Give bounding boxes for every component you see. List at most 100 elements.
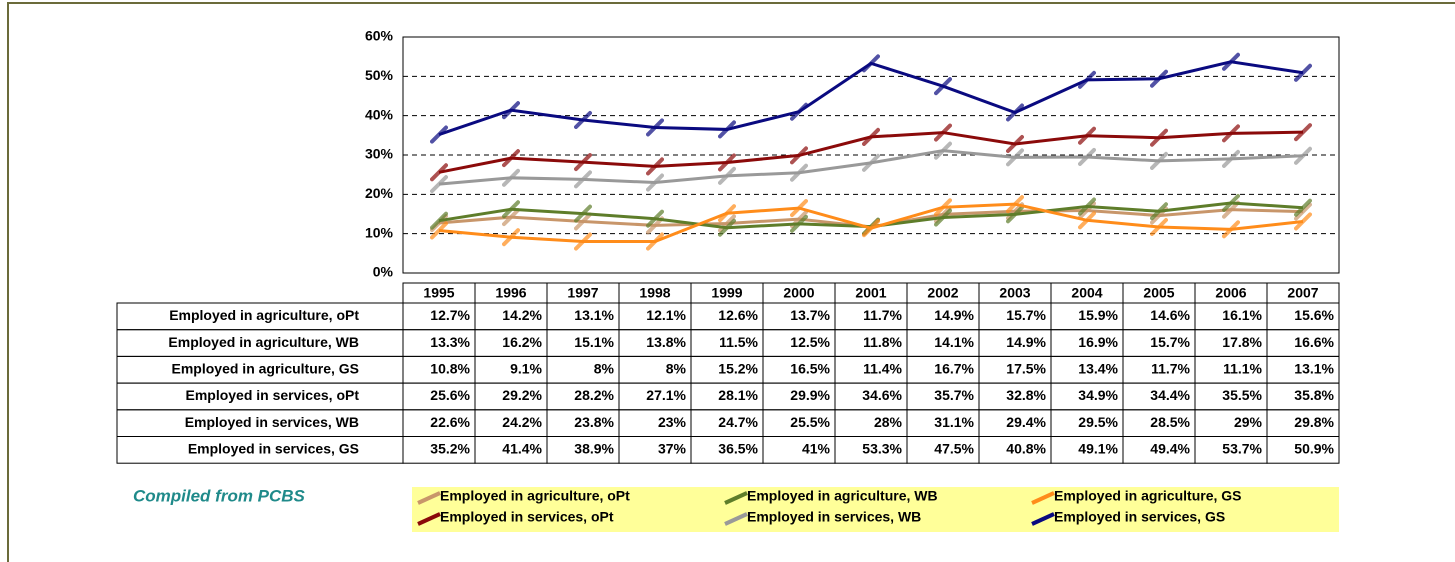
point-marker (1222, 52, 1240, 71)
data-label: 15.9% (1078, 307, 1118, 323)
point-marker (430, 211, 448, 230)
data-label: 24.2% (502, 414, 542, 430)
point-marker (718, 204, 736, 223)
point-marker (1006, 148, 1024, 167)
point-marker (430, 221, 448, 240)
data-label: 16.1% (1222, 307, 1262, 323)
data-label: 11.8% (863, 334, 902, 350)
data-label: 29.8% (1294, 414, 1334, 430)
data-label: 16.9% (1078, 334, 1118, 350)
data-label: 53.7% (1222, 441, 1262, 457)
x-tick-label: 2005 (1143, 285, 1174, 301)
data-label: 53.3% (862, 441, 902, 457)
series-line (438, 60, 1304, 136)
x-tick-label: 2004 (1071, 285, 1102, 301)
data-label: 15.1% (574, 334, 614, 350)
data-label: 17.5% (1006, 360, 1046, 376)
point-marker (934, 77, 952, 96)
data-label: 12.5% (790, 334, 830, 350)
point-marker (502, 101, 520, 120)
data-label: 28% (874, 414, 903, 430)
point-marker (934, 141, 952, 160)
point-marker (790, 163, 808, 182)
point-marker (1150, 151, 1168, 170)
point-marker (574, 110, 592, 129)
data-label: 14.9% (934, 307, 974, 323)
point-marker (1150, 202, 1168, 221)
point-marker (574, 153, 592, 172)
data-label: 11.4% (863, 360, 902, 376)
point-marker (862, 54, 880, 73)
data-label: 14.9% (1006, 334, 1046, 350)
data-label: 17.8% (1222, 334, 1262, 350)
point-marker (718, 218, 736, 237)
data-label: 25.5% (790, 414, 830, 430)
point-marker (934, 123, 952, 142)
data-label: 15.7% (1006, 307, 1046, 323)
data-label: 9.1% (510, 360, 542, 376)
x-tick-label: 1998 (639, 285, 670, 301)
legend-label: Employed in agriculture, WB (747, 488, 938, 504)
point-marker (574, 232, 592, 251)
point-marker (1078, 126, 1096, 145)
data-label: 13.4% (1078, 360, 1118, 376)
data-label: 16.6% (1294, 334, 1334, 350)
point-marker (1150, 69, 1168, 88)
point-marker (1222, 200, 1240, 219)
point-marker (1078, 70, 1096, 89)
point-marker (1294, 63, 1312, 82)
x-tick-label: 1997 (567, 285, 598, 301)
data-label: 16.5% (790, 360, 830, 376)
y-tick-label: 50% (365, 67, 394, 83)
data-label: 28.1% (718, 387, 758, 403)
point-marker (646, 173, 664, 192)
x-tick-label: 2000 (783, 285, 814, 301)
data-label: 29.9% (790, 387, 830, 403)
point-marker (574, 212, 592, 231)
point-marker (718, 166, 736, 185)
point-marker (646, 232, 664, 251)
row-label: Employed in services, oPt (185, 387, 359, 403)
data-label: 12.1% (646, 307, 686, 323)
point-marker (934, 208, 952, 227)
data-label: 32.8% (1006, 387, 1046, 403)
series-line (438, 149, 1304, 186)
point-marker (1006, 134, 1024, 153)
data-label: 49.4% (1150, 441, 1190, 457)
point-marker (790, 102, 808, 121)
data-label: 25.6% (430, 387, 470, 403)
row-label: Employed in services, GS (188, 441, 359, 457)
x-tick-label: 1999 (711, 285, 742, 301)
point-marker (1006, 205, 1024, 224)
data-label: 35.7% (934, 387, 974, 403)
point-marker (646, 157, 664, 176)
data-label: 8% (594, 360, 615, 376)
point-marker (1294, 212, 1312, 231)
data-label: 11.1% (1223, 360, 1262, 376)
data-label: 49.1% (1078, 441, 1118, 457)
legend-label: Employed in services, GS (1054, 509, 1225, 525)
data-label: 41% (802, 441, 831, 457)
data-label: 37% (658, 441, 687, 457)
data-label: 10.8% (430, 360, 470, 376)
point-marker (1294, 123, 1312, 142)
data-label: 41.4% (502, 441, 542, 457)
data-label: 8% (666, 360, 687, 376)
data-label: 34.9% (1078, 387, 1118, 403)
legend-swatch (1031, 491, 1055, 505)
legend-label: Employed in services, WB (747, 509, 921, 525)
data-label: 38.9% (574, 441, 614, 457)
data-label: 13.1% (1294, 360, 1334, 376)
row-label: Employed in services, WB (185, 414, 359, 430)
point-marker (1078, 197, 1096, 216)
point-marker (790, 199, 808, 218)
data-label: 15.7% (1150, 334, 1190, 350)
data-label: 29.4% (1006, 414, 1046, 430)
x-tick-label: 2007 (1287, 285, 1318, 301)
data-label: 14.6% (1150, 307, 1190, 323)
x-tick-label: 1995 (423, 285, 454, 301)
data-label: 11.7% (1151, 360, 1190, 376)
data-label: 50.9% (1294, 441, 1334, 457)
point-marker (502, 208, 520, 227)
